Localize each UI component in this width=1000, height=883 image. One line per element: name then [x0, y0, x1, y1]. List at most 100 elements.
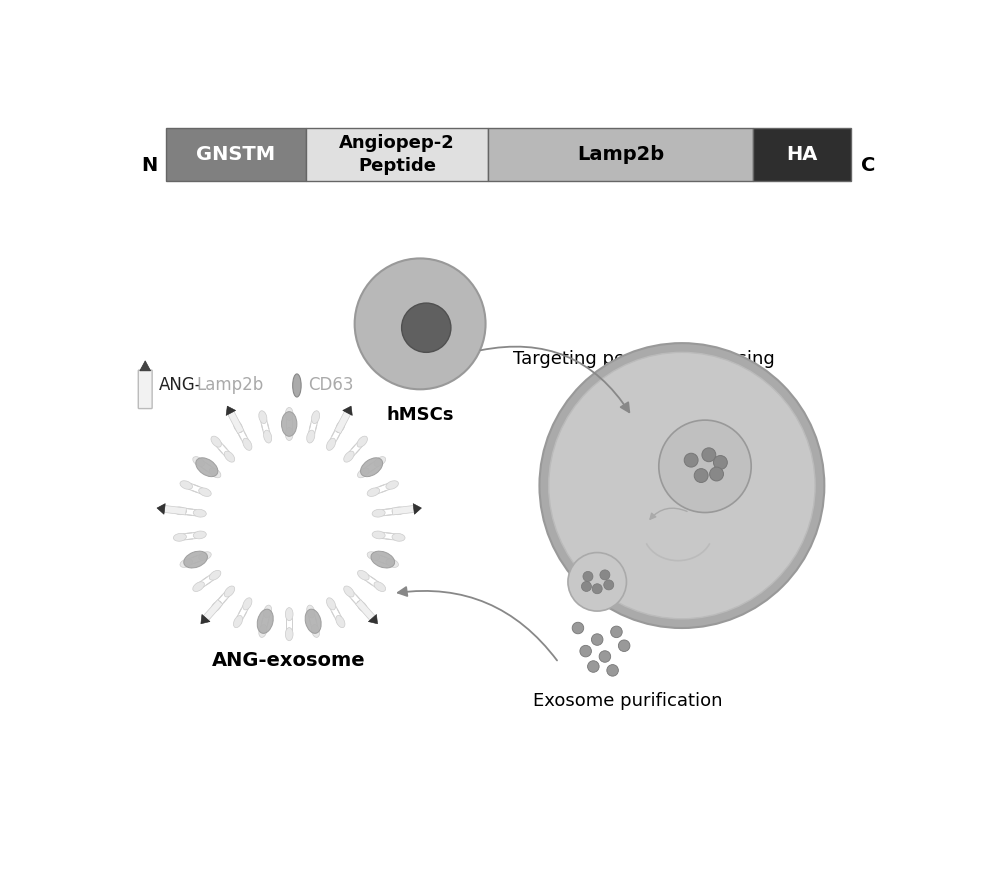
Circle shape — [549, 352, 815, 619]
Ellipse shape — [233, 615, 243, 628]
Ellipse shape — [196, 457, 218, 477]
FancyArrowPatch shape — [650, 509, 687, 519]
Text: CD63: CD63 — [308, 376, 354, 395]
Ellipse shape — [357, 601, 367, 612]
Circle shape — [539, 343, 824, 628]
Text: Lamp2b: Lamp2b — [577, 145, 664, 164]
Ellipse shape — [199, 552, 211, 561]
Ellipse shape — [344, 451, 354, 462]
Ellipse shape — [326, 438, 336, 450]
Text: HA: HA — [786, 145, 818, 164]
Ellipse shape — [305, 609, 321, 633]
Circle shape — [599, 651, 611, 662]
Ellipse shape — [173, 533, 186, 541]
Ellipse shape — [264, 430, 272, 443]
Circle shape — [710, 467, 723, 481]
Ellipse shape — [361, 457, 383, 477]
Ellipse shape — [326, 598, 336, 610]
Ellipse shape — [224, 451, 235, 462]
Circle shape — [583, 571, 593, 581]
Ellipse shape — [386, 559, 398, 568]
Polygon shape — [164, 505, 186, 515]
FancyArrowPatch shape — [481, 347, 629, 412]
Ellipse shape — [173, 507, 186, 515]
Circle shape — [588, 660, 599, 672]
Polygon shape — [203, 600, 223, 621]
Ellipse shape — [357, 436, 367, 447]
Polygon shape — [201, 615, 210, 623]
Circle shape — [607, 665, 618, 676]
Text: ANG-exosome: ANG-exosome — [212, 651, 366, 670]
Ellipse shape — [243, 598, 252, 610]
Ellipse shape — [180, 559, 193, 568]
Ellipse shape — [307, 605, 315, 618]
Ellipse shape — [243, 438, 252, 450]
Bar — [753, 127, 851, 181]
Ellipse shape — [367, 487, 380, 496]
Ellipse shape — [311, 624, 320, 638]
Bar — [166, 127, 306, 181]
Circle shape — [581, 581, 591, 592]
Polygon shape — [392, 505, 414, 515]
Text: N: N — [141, 156, 157, 175]
Ellipse shape — [209, 468, 221, 478]
Text: C: C — [861, 156, 875, 175]
Polygon shape — [413, 503, 421, 514]
Polygon shape — [157, 503, 165, 514]
Ellipse shape — [367, 552, 380, 561]
Ellipse shape — [285, 628, 293, 641]
Ellipse shape — [285, 427, 293, 441]
Circle shape — [604, 580, 614, 590]
Circle shape — [694, 469, 708, 482]
Ellipse shape — [199, 487, 211, 496]
Ellipse shape — [193, 457, 204, 466]
Circle shape — [713, 456, 727, 470]
Text: hMSCs: hMSCs — [386, 406, 454, 424]
Ellipse shape — [193, 531, 206, 539]
Ellipse shape — [285, 407, 293, 420]
Ellipse shape — [372, 531, 385, 539]
Ellipse shape — [358, 468, 369, 478]
Text: Exosome purification: Exosome purification — [533, 692, 723, 710]
Circle shape — [402, 303, 451, 352]
Ellipse shape — [374, 457, 386, 466]
Ellipse shape — [372, 509, 385, 517]
Circle shape — [580, 645, 591, 657]
Polygon shape — [368, 615, 378, 623]
Circle shape — [568, 553, 626, 611]
Ellipse shape — [211, 436, 221, 447]
Text: GNSTM: GNSTM — [196, 145, 276, 164]
Ellipse shape — [336, 615, 345, 628]
FancyArrowPatch shape — [398, 587, 557, 660]
Polygon shape — [334, 411, 351, 434]
Circle shape — [592, 584, 602, 593]
Ellipse shape — [257, 609, 273, 633]
Text: ANG-: ANG- — [159, 376, 202, 395]
Ellipse shape — [184, 551, 207, 568]
Ellipse shape — [285, 608, 293, 621]
Ellipse shape — [358, 570, 369, 580]
Ellipse shape — [233, 420, 243, 433]
Circle shape — [355, 259, 486, 389]
Ellipse shape — [282, 411, 297, 436]
Text: Lamp2b: Lamp2b — [196, 376, 263, 395]
Ellipse shape — [374, 582, 386, 592]
Ellipse shape — [293, 374, 301, 397]
Ellipse shape — [386, 480, 398, 489]
Circle shape — [659, 420, 751, 512]
Ellipse shape — [193, 582, 204, 592]
Ellipse shape — [209, 570, 221, 580]
Ellipse shape — [371, 551, 395, 568]
Ellipse shape — [193, 509, 206, 517]
Circle shape — [618, 640, 630, 652]
FancyBboxPatch shape — [138, 370, 152, 409]
Ellipse shape — [211, 601, 221, 612]
Polygon shape — [356, 600, 375, 621]
Ellipse shape — [311, 411, 320, 424]
Ellipse shape — [259, 411, 267, 424]
Ellipse shape — [307, 430, 315, 443]
Circle shape — [702, 448, 716, 462]
Polygon shape — [140, 361, 151, 371]
Text: Angiopep-2
Peptide: Angiopep-2 Peptide — [339, 134, 455, 175]
Ellipse shape — [259, 624, 267, 638]
